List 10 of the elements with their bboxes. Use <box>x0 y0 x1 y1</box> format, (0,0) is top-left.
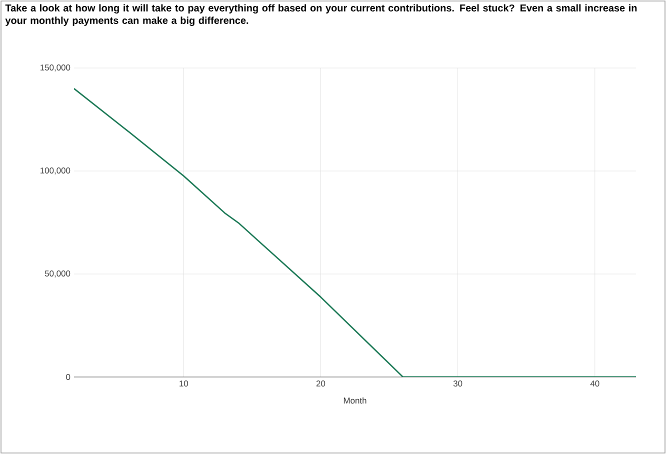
y-tick-label: 50,000 <box>44 270 70 278</box>
y-tick-label: 150,000 <box>40 64 70 72</box>
y-tick-label: 0 <box>66 374 70 380</box>
x-tick-label: 10 <box>180 380 188 387</box>
x-tick-label: 20 <box>316 380 326 387</box>
x-tick-label: 30 <box>453 380 462 387</box>
y-tick-label: 100,000 <box>40 168 70 174</box>
x-axis-title: Month <box>344 397 366 404</box>
chart-title: Take a look at how long it will take to pay everything off based on your current contributions. Feel stuck? Even a small increase in your monthly payments can make a big difference. <box>5 4 637 26</box>
x-tick-label: 40 <box>590 380 600 387</box>
